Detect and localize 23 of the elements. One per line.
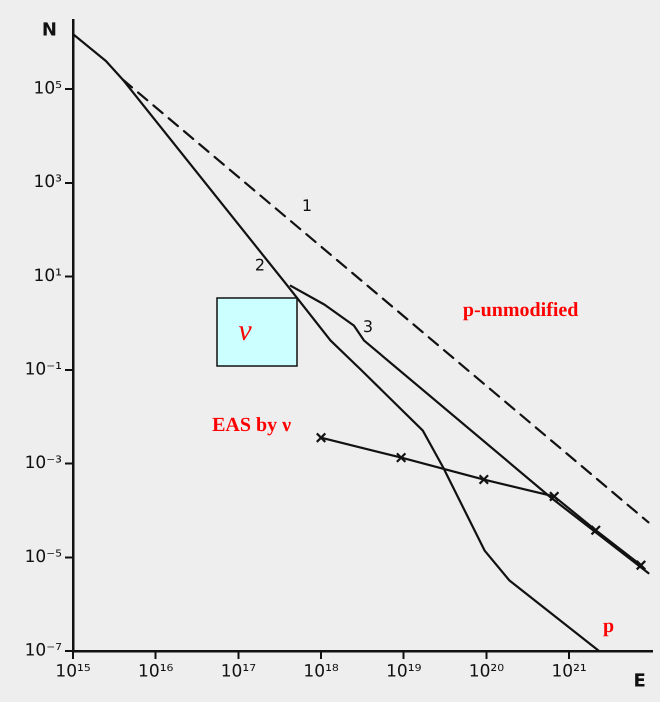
annotation: ν [238,314,252,347]
y-tick-label: 10⁻³ [24,453,62,474]
x-tick-label: 10²⁰ [468,662,504,682]
x-axis-title: E [634,670,646,692]
y-tick-label: 10¹ [34,266,62,286]
series-label: p-unmodified [462,299,578,322]
x-tick-label: 10¹⁹ [386,662,422,682]
series-label: p [603,615,614,638]
annotation: 1 [302,196,312,216]
x-tick-label: 10¹⁶ [138,662,174,682]
y-tick-label: 10⁵ [34,78,62,99]
x-tick-label: 10¹⁷ [220,662,256,682]
annotation: 3 [362,316,374,336]
x-tick-label: 10²¹ [551,662,587,682]
y-axis-title: N [42,20,57,41]
y-tick-label: 10³ [34,172,62,192]
y-tick-label: 10⁻⁷ [24,640,62,660]
y-tick-label: 10⁻¹ [24,360,62,380]
y-tick-label: 10⁻⁵ [24,546,62,567]
series-label: EAS by ν [212,414,292,436]
x-tick-label: 10¹⁵ [55,662,91,682]
x-tick-label: 10¹⁸ [303,662,339,682]
annotation: 2 [254,256,266,275]
